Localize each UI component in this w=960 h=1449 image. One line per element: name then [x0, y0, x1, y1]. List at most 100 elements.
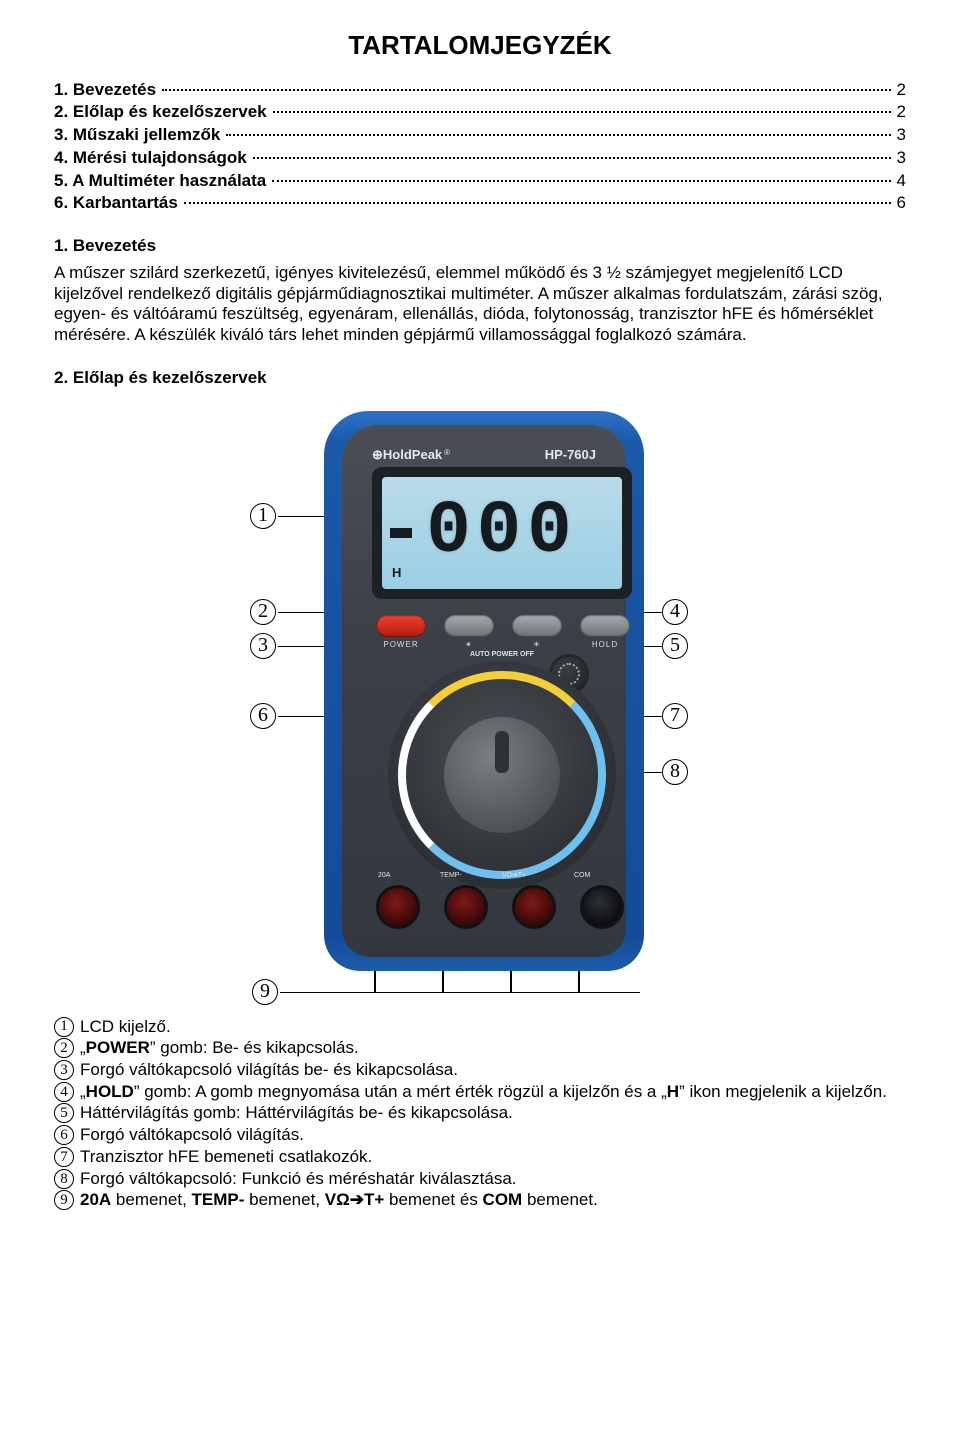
backlight-label: ☀	[512, 640, 562, 650]
toc-page: 3	[897, 125, 906, 146]
auto-off-label: AUTO POWER OFF	[470, 651, 534, 660]
toc-label: 2. Előlap és kezelőszervek	[54, 102, 267, 123]
legend-number: 2	[54, 1038, 74, 1058]
model-label: HP-760J	[545, 447, 596, 463]
dial-light-label: ✴	[444, 640, 494, 650]
legend: 1 LCD kijelző. 2 „POWER” gomb: Be- és kikap…	[54, 1017, 906, 1212]
dial-knob	[444, 717, 560, 833]
legend-number: 1	[54, 1017, 74, 1037]
legend-row: 2 „POWER” gomb: Be- és kikapcsolás.	[54, 1038, 906, 1059]
jack-label-vohm: VΩ➔T+	[502, 872, 526, 881]
callout-4: 4	[662, 599, 688, 625]
callout-6: 6	[250, 703, 276, 729]
device-figure: 1 2 3 6 4 5 7 8 9 ⊕HoldPeak® HP-760J 000	[54, 411, 906, 1011]
page-title: TARTALOMJEGYZÉK	[54, 30, 906, 62]
callout-1: 1	[250, 503, 276, 529]
lcd-screen: 000 H	[382, 477, 622, 589]
lead-9	[280, 992, 640, 994]
legend-text: „POWER” gomb: Be- és kikapcsolás.	[80, 1038, 359, 1059]
legend-row: 5 Háttérvilágítás gomb: Háttérvilágítás b…	[54, 1103, 906, 1124]
legend-text: Háttérvilágítás gomb: Háttérvilágítás be…	[80, 1103, 513, 1124]
toc: 1. Bevezetés22. Előlap és kezelőszervek2…	[54, 80, 906, 214]
toc-page: 3	[897, 148, 906, 169]
legend-text: 20A bemenet, TEMP- bemenet, VΩ➔T+ bemene…	[80, 1190, 598, 1211]
legend-row: 3Forgó váltókapcsoló világítás be- és ki…	[54, 1060, 906, 1081]
power-label: POWER	[376, 640, 426, 650]
backlight-button	[512, 615, 562, 637]
legend-row: 7 Tranzisztor hFE bemeneti csatlakozók.	[54, 1147, 906, 1168]
toc-label: 1. Bevezetés	[54, 80, 156, 101]
dial-pointer	[495, 731, 509, 773]
jack-v-ohm	[512, 885, 556, 929]
toc-row: 6. Karbantartás 6	[54, 193, 906, 214]
callout-5: 5	[662, 633, 688, 659]
lcd-digits: 000	[426, 487, 577, 577]
toc-label: 4. Mérési tulajdonságok	[54, 148, 247, 169]
toc-page: 6	[897, 193, 906, 214]
rotary-dial: AUTO POWER OFF	[388, 661, 616, 889]
toc-row: 2. Előlap és kezelőszervek 2	[54, 102, 906, 123]
toc-label: 5. A Multiméter használata	[54, 171, 266, 192]
button-row: POWER ✴ ☀ HOLD	[376, 615, 630, 650]
jack-temp-minus	[444, 885, 488, 929]
section-heading-2: 2. Előlap és kezelőszervek	[54, 368, 906, 389]
toc-dots	[273, 111, 891, 113]
jack-com	[580, 885, 624, 929]
brand-label: ⊕HoldPeak®	[372, 447, 450, 463]
jack-20a	[376, 885, 420, 929]
callout-2: 2	[250, 599, 276, 625]
jack-label-com: COM	[574, 872, 590, 881]
legend-number: 4	[54, 1082, 74, 1102]
device-face: ⊕HoldPeak® HP-760J 000 H POWER✴☀HOLD AUT…	[342, 425, 626, 957]
legend-number: 8	[54, 1169, 74, 1189]
toc-dots	[162, 89, 890, 91]
dial-light-button	[444, 615, 494, 637]
lcd-frame: 000 H	[372, 467, 632, 599]
legend-row: 8 Forgó váltókapcsoló: Funkció és mérésha…	[54, 1169, 906, 1190]
toc-page: 2	[897, 102, 906, 123]
toc-page: 4	[897, 171, 906, 192]
legend-number: 5	[54, 1103, 74, 1123]
legend-number: 7	[54, 1147, 74, 1167]
button-hold: HOLD	[580, 615, 630, 650]
legend-number: 9	[54, 1190, 74, 1210]
toc-row: 5. A Multiméter használata 4	[54, 171, 906, 192]
callout-8: 8	[662, 759, 688, 785]
legend-text: Tranzisztor hFE bemeneti csatlakozók.	[80, 1147, 372, 1168]
lcd-hold-indicator: H	[392, 565, 401, 581]
toc-dots	[272, 180, 890, 182]
button-backlight: ☀	[512, 615, 562, 650]
device-brand-row: ⊕HoldPeak® HP-760J	[372, 447, 596, 463]
lcd-minus-icon	[390, 528, 412, 538]
toc-row: 3. Műszaki jellemzők 3	[54, 125, 906, 146]
multimeter: ⊕HoldPeak® HP-760J 000 H POWER ✴ ☀ HOLD AUT…	[324, 411, 644, 971]
legend-text: LCD kijelző.	[80, 1017, 171, 1038]
legend-row: 9 20A bemenet, TEMP- bemenet, VΩ➔T+ bemen…	[54, 1190, 906, 1211]
toc-label: 3. Műszaki jellemzők	[54, 125, 220, 146]
callout-7: 7	[662, 703, 688, 729]
jack-row	[376, 885, 624, 929]
toc-label: 6. Karbantartás	[54, 193, 178, 214]
hold-button	[580, 615, 630, 637]
legend-row: 1 LCD kijelző.	[54, 1017, 906, 1038]
legend-number: 3	[54, 1060, 74, 1080]
legend-row: 4 „HOLD” gomb: A gomb megnyomása után a m…	[54, 1082, 906, 1103]
legend-text: „HOLD” gomb: A gomb megnyomása után a mé…	[80, 1082, 887, 1103]
button-dial-light: ✴	[444, 615, 494, 650]
toc-dots	[253, 157, 891, 159]
toc-page: 2	[897, 80, 906, 101]
toc-dots	[226, 134, 890, 136]
toc-dots	[184, 202, 891, 204]
jack-label-20a: 20A	[378, 872, 390, 881]
callout-3: 3	[250, 633, 276, 659]
intro-paragraph: A műszer szilárd szerkezetű, igényes kiv…	[54, 263, 906, 346]
legend-row: 6 Forgó váltókapcsoló világítás.	[54, 1125, 906, 1146]
legend-text: Forgó váltókapcsoló világítás.	[80, 1125, 304, 1146]
toc-row: 1. Bevezetés 2	[54, 80, 906, 101]
jack-label-temp: TEMP-	[440, 872, 462, 881]
legend-text: Forgó váltókapcsoló: Funkció és méréshat…	[80, 1169, 517, 1190]
toc-row: 4. Mérési tulajdonságok 3	[54, 148, 906, 169]
button-power: POWER	[376, 615, 426, 650]
legend-number: 6	[54, 1125, 74, 1145]
callout-9: 9	[252, 979, 278, 1005]
